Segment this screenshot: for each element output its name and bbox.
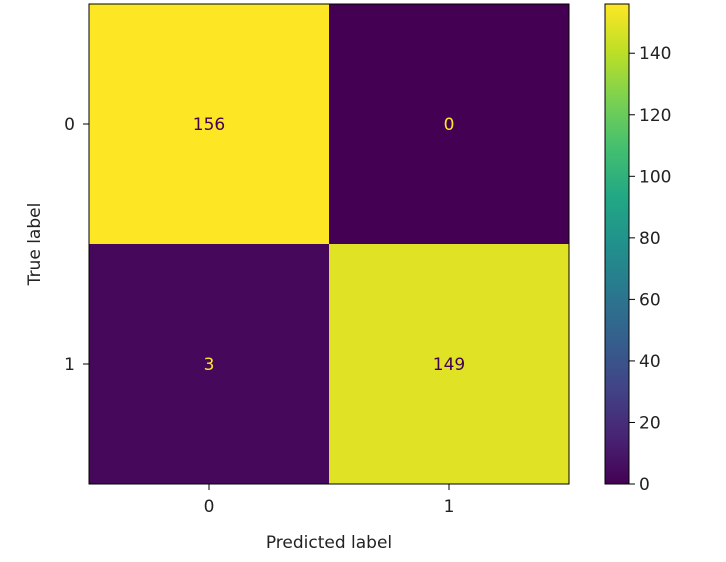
cell-label-0-1: 0 <box>444 115 455 135</box>
colorbar-tick-label-4: 80 <box>639 229 661 249</box>
colorbar-gradient <box>605 4 629 484</box>
cell-label-1-1: 149 <box>433 355 465 375</box>
matrix-cell-0-1 <box>329 4 569 244</box>
x-tick-label-1: 1 <box>444 497 455 517</box>
matrix-cells <box>89 4 569 484</box>
colorbar-tick-label-0: 0 <box>639 475 650 495</box>
plot-frame <box>88 3 570 485</box>
matrix-cell-0-0 <box>89 4 329 244</box>
colorbar-tick-label-1: 20 <box>639 413 661 433</box>
cell-label-1-0: 3 <box>204 355 215 375</box>
y-tick-label-0: 0 <box>64 115 75 135</box>
cell-label-0-0: 156 <box>193 115 225 135</box>
colorbar-axis: 0 20 40 60 80 100 120 140 <box>629 44 671 495</box>
x-axis-label: Predicted label <box>266 533 392 553</box>
y-axis: 01 <box>64 115 89 375</box>
colorbar-tick-label-2: 40 <box>639 352 661 372</box>
x-tick-label-0: 0 <box>204 497 215 517</box>
colorbar-tick-label-6: 120 <box>639 106 671 126</box>
colorbar-tick-label-3: 60 <box>639 290 661 310</box>
matrix-cell-1-0 <box>89 244 329 484</box>
colorbar-frame <box>604 3 630 485</box>
colorbar-tick-label-7: 140 <box>639 44 671 64</box>
matrix-cell-labels: 156 0 3 149 <box>193 115 465 375</box>
y-axis-label: True label <box>25 203 45 287</box>
y-tick-label-1: 1 <box>64 355 75 375</box>
matrix-cell-1-1 <box>329 244 569 484</box>
colorbar-tick-label-5: 100 <box>639 167 671 187</box>
